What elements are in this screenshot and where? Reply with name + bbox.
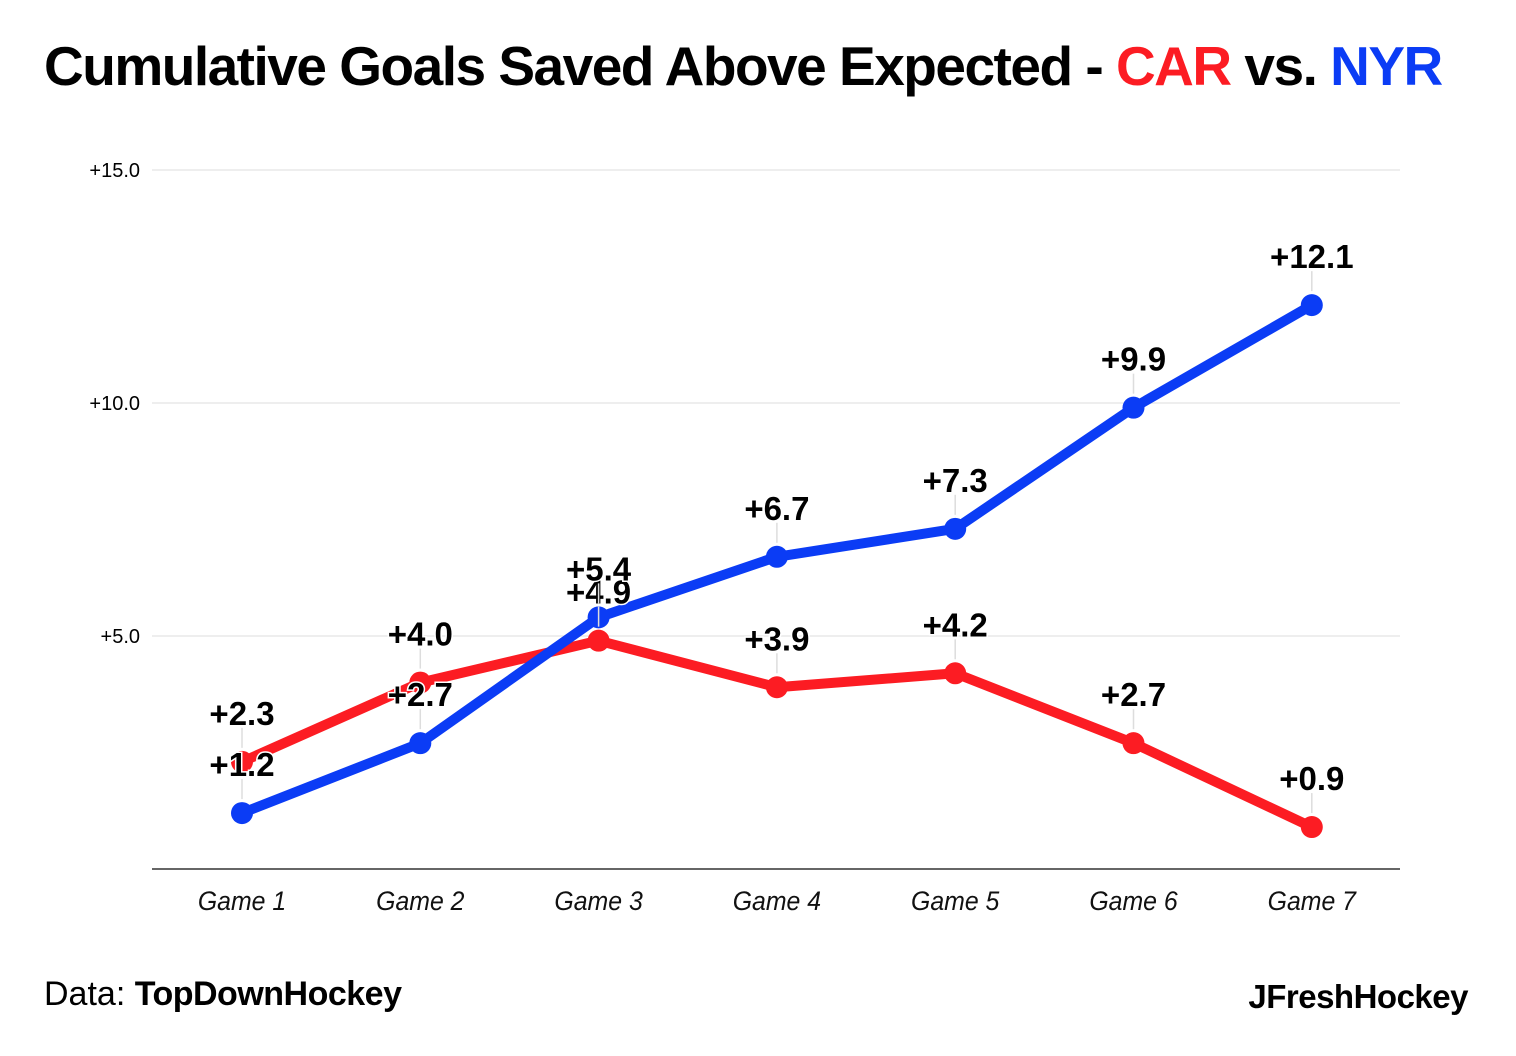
y-tick-label: +10.0	[89, 393, 140, 415]
data-label-car: +3.9	[744, 620, 809, 657]
data-label-car: +4.2	[923, 606, 988, 643]
x-tick-label: Game 7	[1268, 887, 1358, 916]
data-point-nyr	[765, 545, 788, 568]
data-label-car: +2.7	[1101, 676, 1166, 713]
gridlines	[152, 169, 1400, 637]
data-point-car	[765, 676, 788, 699]
brand-credit: JFreshHockey	[1248, 978, 1468, 1015]
data-label-nyr: +5.4	[566, 550, 632, 587]
data-source-prefix: Data:	[44, 975, 135, 1013]
chart-title: Cumulative Goals Saved Above Expected - …	[44, 34, 1443, 98]
data-label-nyr: +7.3	[923, 462, 988, 499]
data-point-nyr	[231, 802, 253, 825]
data-point-car	[587, 629, 610, 652]
data-point-car	[409, 671, 432, 694]
data-label-nyr: +12.1	[1270, 238, 1354, 275]
y-axis-tick-labels: +5.0 +10.0 +15.0	[89, 160, 140, 648]
title-team-car: CAR	[1115, 35, 1232, 97]
data-point-nyr	[1122, 396, 1145, 419]
data-labels: +2.3+4.0+4.9+3.9 +4.2+2.7+0.9+1.2+2.7+5.4…	[208, 237, 1355, 814]
data-source-name: TopDownHockey	[134, 975, 402, 1013]
series-points	[231, 294, 1323, 839]
x-tick-label: Game 2	[376, 887, 465, 916]
data-point-car	[1122, 732, 1145, 755]
data-point-nyr	[944, 517, 967, 540]
data-point-nyr	[409, 732, 432, 755]
x-axis-tick-labels: Game 1 Game 2 Game 3 Game 4 Game 5 Game 6 Game…	[198, 887, 1358, 916]
data-point-car	[231, 750, 253, 773]
data-point-car	[944, 662, 967, 685]
data-label-nyr: +1.2	[209, 746, 274, 783]
data-label-nyr: +9.9	[1101, 341, 1166, 378]
x-tick-label: Game 5	[911, 887, 1000, 916]
title-team-nyr: NYR	[1330, 35, 1443, 97]
x-tick-label: Game 3	[554, 887, 643, 916]
data-point-nyr	[1300, 294, 1323, 317]
data-point-car	[1300, 816, 1323, 839]
title-vs: vs.	[1230, 35, 1331, 97]
x-tick-label: Game 1	[198, 887, 286, 916]
data-label-nyr: +6.7	[744, 490, 809, 527]
x-tick-label: Game 6	[1089, 887, 1178, 916]
data-label-car: +4.0	[388, 616, 453, 653]
title-prefix: Cumulative Goals Saved Above Expected -	[44, 35, 1116, 97]
y-tick-label: +15.0	[89, 160, 140, 182]
data-label-nyr: +2.7	[388, 676, 453, 713]
data-source: Data: TopDownHockey	[44, 975, 402, 1014]
data-label-car: +0.9	[1279, 760, 1344, 797]
x-tick-label: Game 4	[733, 887, 821, 916]
y-tick-label: +5.0	[101, 626, 140, 648]
data-label-car: +2.3	[209, 695, 274, 732]
